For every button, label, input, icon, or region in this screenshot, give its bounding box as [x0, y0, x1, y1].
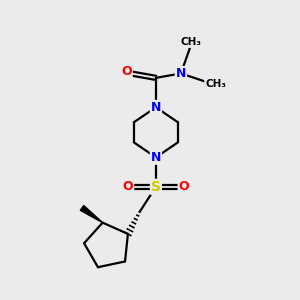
Text: S: S: [151, 180, 161, 194]
Polygon shape: [80, 206, 103, 223]
Text: N: N: [176, 67, 186, 80]
Text: CH₃: CH₃: [205, 79, 226, 89]
Text: N: N: [151, 101, 161, 114]
Text: O: O: [178, 180, 189, 193]
Text: O: O: [121, 64, 132, 78]
Text: O: O: [123, 180, 133, 193]
Text: N: N: [151, 151, 161, 164]
Text: CH₃: CH₃: [181, 37, 202, 47]
